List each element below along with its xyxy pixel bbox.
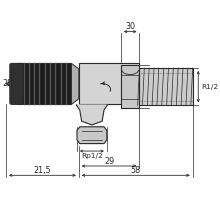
Bar bbox=[121, 65, 139, 108]
Text: 29: 29 bbox=[104, 157, 114, 166]
Bar bbox=[79, 63, 139, 104]
Text: 28: 28 bbox=[3, 79, 13, 88]
Text: 27: 27 bbox=[148, 87, 159, 96]
Text: 30: 30 bbox=[125, 22, 135, 31]
Polygon shape bbox=[76, 104, 108, 125]
Text: R1/2: R1/2 bbox=[201, 84, 218, 90]
Polygon shape bbox=[71, 63, 79, 104]
Polygon shape bbox=[77, 127, 107, 144]
Bar bbox=[18, 63, 71, 104]
Polygon shape bbox=[6, 80, 12, 88]
FancyBboxPatch shape bbox=[10, 63, 23, 104]
Bar bbox=[139, 68, 193, 105]
Text: 21,5: 21,5 bbox=[34, 166, 51, 175]
Text: 58: 58 bbox=[131, 166, 141, 175]
Text: Rp1/2: Rp1/2 bbox=[81, 153, 103, 159]
